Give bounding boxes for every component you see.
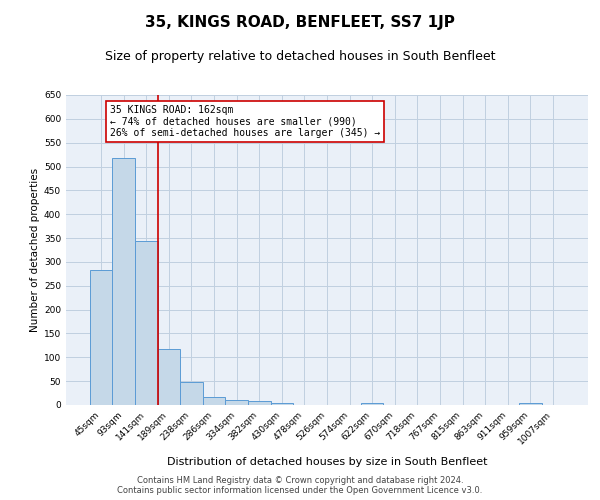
Text: 35 KINGS ROAD: 162sqm
← 74% of detached houses are smaller (990)
26% of semi-det: 35 KINGS ROAD: 162sqm ← 74% of detached … [110,104,380,138]
Bar [271,402,293,405]
Bar [112,158,135,405]
Bar [135,242,158,405]
Y-axis label: Number of detached properties: Number of detached properties [30,168,40,332]
Bar [180,382,203,405]
Bar [203,397,226,405]
Bar [158,348,180,405]
Bar [248,400,271,405]
Bar [226,400,248,405]
Bar [90,270,112,405]
Bar [361,402,383,405]
X-axis label: Distribution of detached houses by size in South Benfleet: Distribution of detached houses by size … [167,457,487,467]
Text: 35, KINGS ROAD, BENFLEET, SS7 1JP: 35, KINGS ROAD, BENFLEET, SS7 1JP [145,15,455,30]
Bar [519,402,542,405]
Text: Contains HM Land Registry data © Crown copyright and database right 2024.
Contai: Contains HM Land Registry data © Crown c… [118,476,482,495]
Text: Size of property relative to detached houses in South Benfleet: Size of property relative to detached ho… [105,50,495,63]
